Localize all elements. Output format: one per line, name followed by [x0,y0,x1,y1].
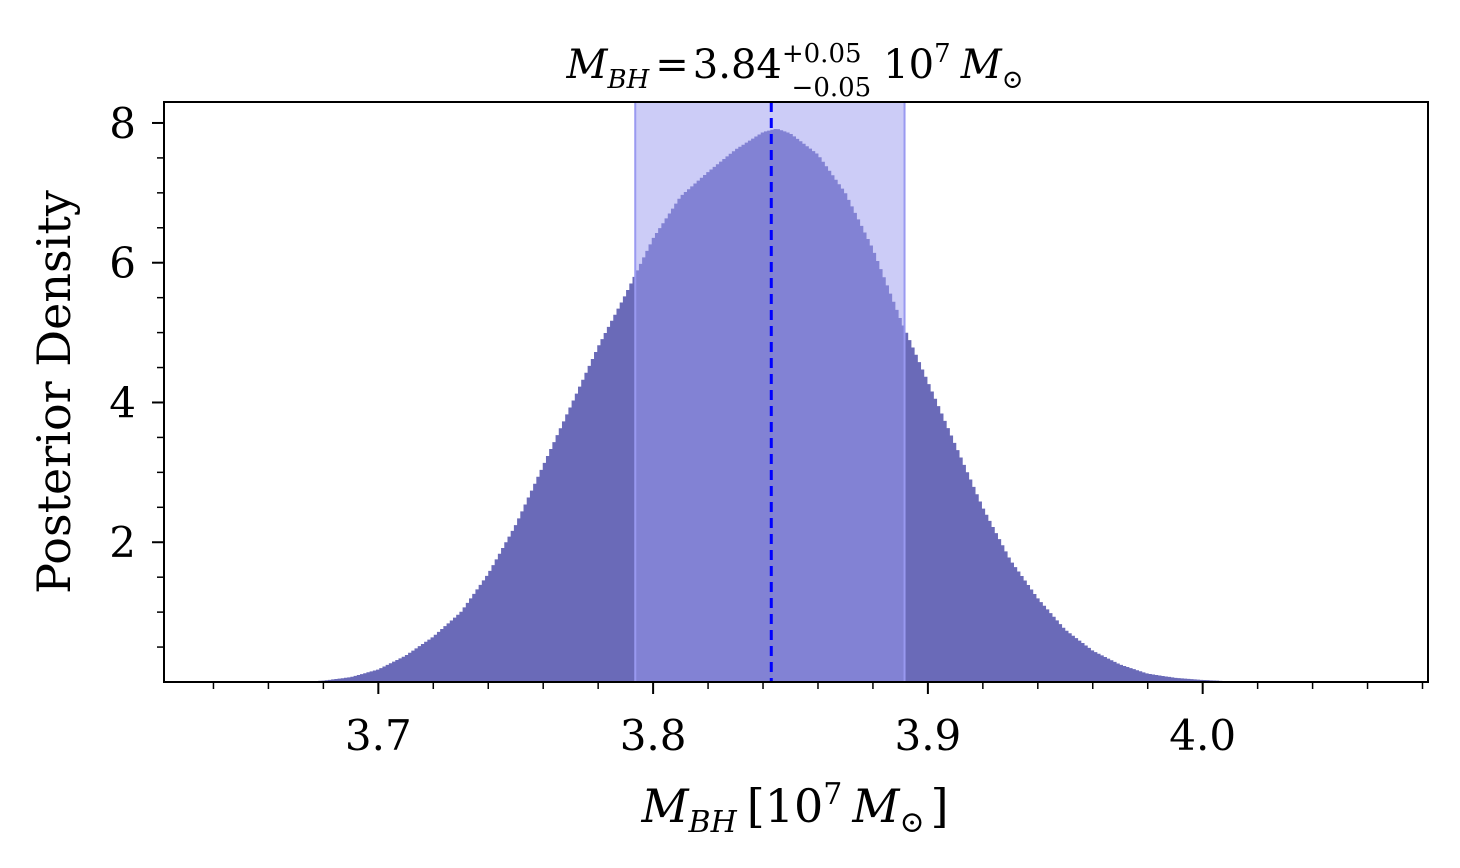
x-tick-label: 3.9 [894,711,961,760]
xlabel-subscript: BH [688,805,738,840]
x-tick-label: 4.0 [1169,711,1236,760]
plot-content [295,102,1258,682]
xlabel-unit-exponent: 7 [823,777,842,812]
title-unit-base: 10 [883,42,934,88]
xlabel-close-bracket: ] [931,779,949,833]
y-tick-label: 2 [109,518,136,567]
title-upper-error: +0.05 [782,39,862,69]
xlabel-unit-symbol: M [851,779,901,833]
title-unit-exponent: 7 [934,39,951,69]
axes-frame [163,101,1429,683]
title-lower-error: −0.05 [792,73,872,103]
title-equals: = [655,42,689,88]
x-axis-label: MBH [107 M⊙] [640,777,948,840]
title-symbol: M [566,42,609,88]
title-unit-subscript: ⊙ [1002,65,1024,95]
xlabel-unit-base: 10 [765,779,824,833]
xlabel-open-bracket: [ [747,779,765,833]
title-unit-symbol: M [960,42,1003,88]
xlabel-symbol: M [640,779,690,833]
xlabel-unit-subscript: ⊙ [899,805,924,840]
x-tick-label: 3.7 [345,711,412,760]
y-tick-label: 6 [109,239,136,288]
axis-ticks: 3.7 3.8 3.9 4.0 2 4 6 8 [109,99,1424,760]
title-value: 3.84 [693,42,782,88]
y-tick-label: 8 [109,99,136,148]
chart-title: MBH = 3.84+0.05 −0.05 107 M⊙ [566,39,1024,103]
plot-area [163,101,1429,683]
x-tick-label: 3.8 [620,711,687,760]
y-tick-label: 4 [109,378,136,427]
y-axis-label: Posterior Density [27,190,81,594]
title-subscript: BH [607,65,651,95]
